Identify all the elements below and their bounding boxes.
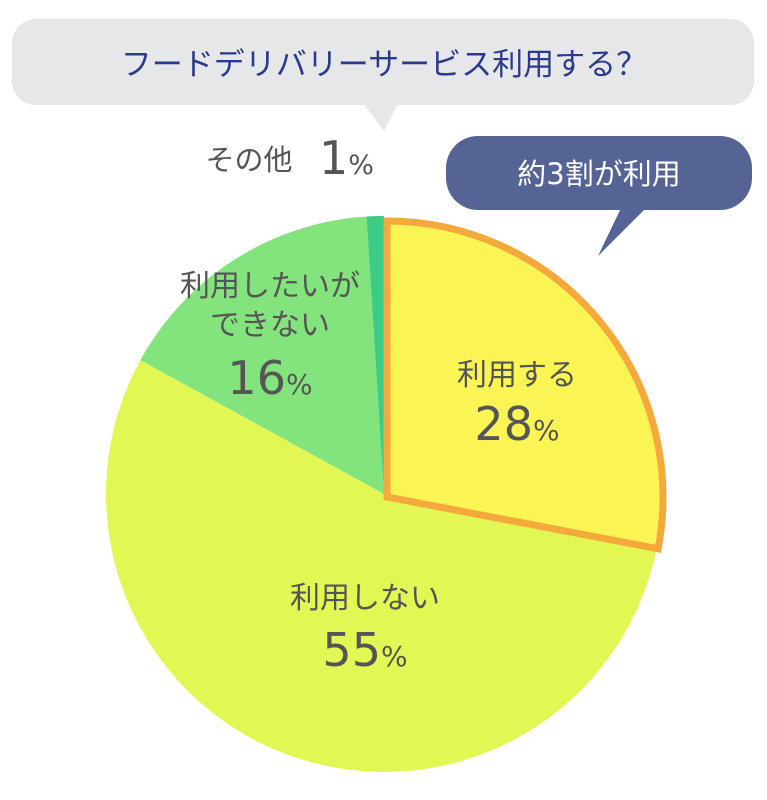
- slice-label-2-line-1: 利用しない: [290, 581, 440, 616]
- slice-label-3-line-1: 利用したいが: [180, 269, 360, 304]
- callout-text: 約3割が利用: [517, 157, 680, 191]
- chart-title: フードデリバリーサービス利用する？: [121, 47, 647, 83]
- slice-label-4: その他: [205, 143, 292, 177]
- pie-slices: [106, 216, 667, 772]
- slice-value-2: 55%: [322, 623, 407, 677]
- pie-slice-3: [140, 216, 384, 495]
- pie-slice-4: [366, 216, 384, 494]
- callout-bubble: 約3割が利用: [446, 136, 752, 256]
- pie-slice-1: [383, 217, 667, 553]
- slice-value-1: 28%: [474, 397, 559, 451]
- slice-value-3: 16%: [227, 351, 312, 405]
- slice-label-3-line-2: できない: [210, 308, 330, 343]
- pie-slice-2: [106, 360, 658, 772]
- title-bubble: フードデリバリーサービス利用する？: [12, 19, 754, 131]
- slice-label-1-line-1: 利用する: [457, 358, 577, 393]
- slice-value-4: 1%: [319, 131, 374, 185]
